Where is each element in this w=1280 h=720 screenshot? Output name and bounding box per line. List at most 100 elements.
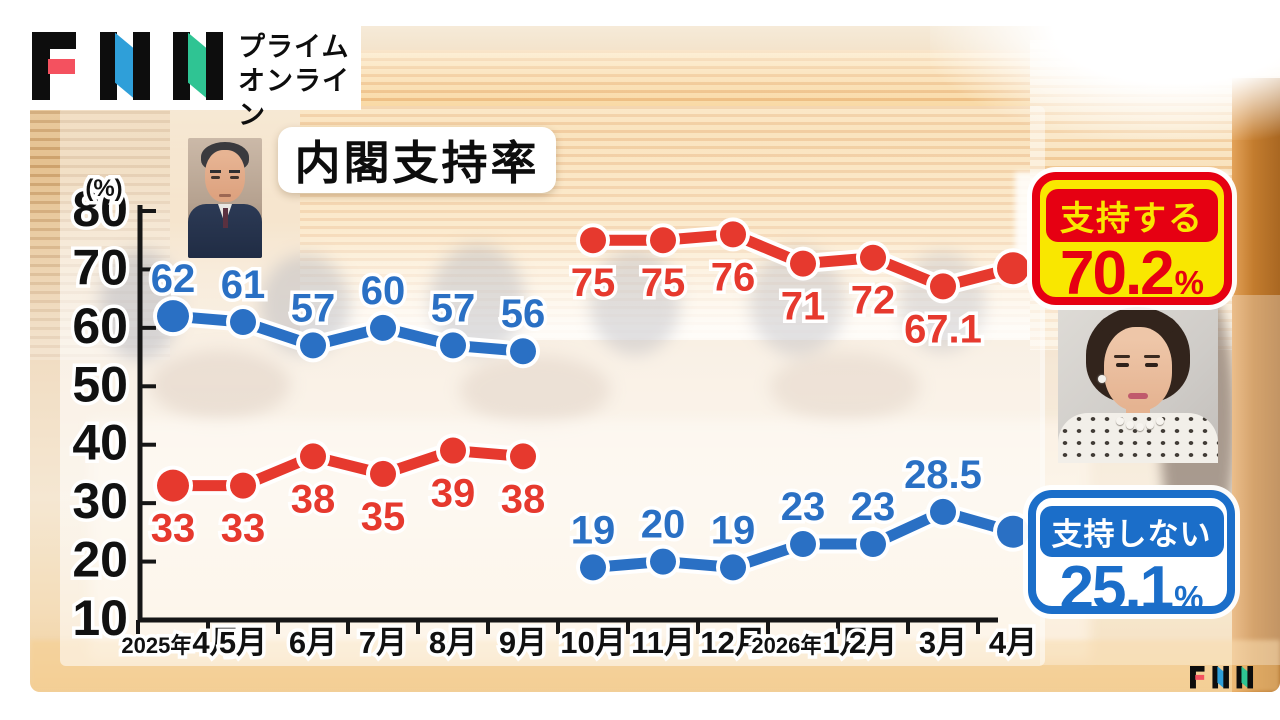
y-tick-label: 10 [72,590,128,646]
data-point-approve-2026 [860,244,886,271]
approve-badge-value: 70.2 [1059,239,1175,308]
orange-wall-column [1232,78,1280,692]
data-point-disapprove-2026 [580,554,606,581]
fnn-letter-n2 [173,32,223,100]
x-tick-label: 7月 [359,625,407,660]
x-tick-label: 2月 [849,625,897,660]
approve-badge: 支持する 70.2 % [1032,172,1232,305]
data-label-disapprove-2025: 33 [221,507,266,551]
left-white-margin [0,0,30,720]
x-tick-label: 2026年1月 [751,625,870,660]
data-point-approve-2026 [790,250,816,277]
chart-title-card: 内閣支持率 [278,127,556,193]
data-label-disapprove-2025: 33 [151,507,196,551]
data-label-disapprove-2026: 19 [711,508,756,552]
fnn-logo-subtitle-line1: プライム [238,32,350,62]
x-tick-label: 12月 [700,625,765,660]
x-tick-label: 11月 [631,625,695,660]
x-tick-label: 10月 [560,625,625,660]
data-point-disapprove-2025 [157,469,189,502]
y-tick-label: 80 [72,181,128,237]
data-label-approve-2026: 75 [641,261,686,305]
data-label-disapprove-2026: 20 [641,503,686,547]
data-label-disapprove-2025: 35 [361,495,406,539]
data-label-approve-2025: 56 [501,292,546,336]
disapprove-badge-label: 支持しない [1039,506,1224,557]
fnn-logo-block: プライム オンライン [0,0,361,130]
data-point-approve-2026 [720,221,746,248]
fnn-letter-n1 [100,32,150,100]
data-label-approve-2025: 57 [431,286,476,330]
x-tick-label: 6月 [289,625,337,660]
bottom-white-margin [0,692,1280,720]
fnn-logo-subtitle: プライム オンライン [238,30,368,132]
data-point-approve-2025 [230,309,256,336]
fnn-f-red-mark [48,59,75,74]
x-tick-label: 4月 [989,625,1037,660]
data-point-approve-2025 [510,338,536,365]
data-label-disapprove-2025: 38 [501,477,546,521]
data-point-approve-2026 [997,252,1029,285]
data-label-approve-2025: 62 [151,257,196,301]
data-point-disapprove-2026 [790,531,816,558]
data-label-approve-2026: 75 [571,261,616,305]
y-tick-label: 60 [72,298,128,354]
y-axis-unit-label: (%) [85,175,122,202]
data-point-approve-2025 [370,314,396,341]
data-label-approve-2026: 72 [851,279,896,323]
data-label-disapprove-2026: 19 [571,508,616,552]
data-label-disapprove-2025: 38 [291,477,336,521]
y-tick-label: 40 [72,415,128,471]
data-label-approve-2025: 57 [291,286,336,330]
x-tick-label: 3月 [919,625,967,660]
data-point-approve-2025 [157,300,189,333]
y-tick-label: 20 [72,532,128,588]
data-label-disapprove-2026: 28.5 [904,453,982,497]
data-point-disapprove-2026 [997,515,1029,548]
data-point-disapprove-2026 [930,498,956,525]
approve-badge-value-row: 70.2 % [1060,243,1204,305]
data-point-approve-2025 [440,332,466,359]
data-point-approve-2026 [580,227,606,254]
data-label-disapprove-2026: 23 [851,485,896,529]
data-point-approve-2026 [930,273,956,300]
portrait-pm-ishiba [188,138,262,258]
x-tick-label: 9月 [499,625,547,660]
data-label-approve-2026: 76 [711,255,756,299]
approve-badge-label: 支持する [1046,189,1218,242]
data-point-disapprove-2025 [510,443,536,470]
fnn-n1-blue-mark [115,32,135,100]
data-label-disapprove-2026: 23 [781,485,826,529]
disapprove-badge-value: 25.1 [1059,554,1174,623]
data-label-approve-2026: 67.1 [904,307,982,351]
fnn-logo-subtitle-line2: オンライン [238,66,350,130]
fnn-n2-green-mark [188,32,208,100]
x-tick-label: 8月 [429,625,477,660]
approve-badge-unit: % [1174,264,1204,301]
data-point-disapprove-2025 [370,460,396,487]
data-label-approve-2025: 61 [221,263,266,307]
y-tick-label: 30 [72,473,128,529]
data-point-disapprove-2025 [440,437,466,464]
data-label-approve-2025: 60 [361,269,406,313]
data-point-disapprove-2026 [650,548,676,575]
data-label-disapprove-2025: 39 [431,472,476,516]
y-tick-label: 50 [72,356,128,412]
chart-title: 内閣支持率 [294,137,540,189]
data-point-approve-2025 [300,332,326,359]
data-point-disapprove-2025 [230,472,256,499]
x-tick-label: 5月 [219,625,267,660]
x-tick-label: 2025年4月 [121,625,240,660]
data-point-approve-2026 [650,227,676,254]
data-point-disapprove-2025 [300,443,326,470]
disapprove-badge-unit: % [1174,579,1204,616]
fnn-logo [32,32,227,100]
data-label-approve-2026: 71 [781,285,826,329]
disapprove-badge: 支持しない 25.1 % [1028,490,1235,620]
data-point-disapprove-2026 [860,531,886,558]
fnn-letter-f [32,32,76,100]
portrait-pm-takaichi [1058,305,1218,463]
disapprove-badge-value-row: 25.1 % [1059,558,1203,620]
